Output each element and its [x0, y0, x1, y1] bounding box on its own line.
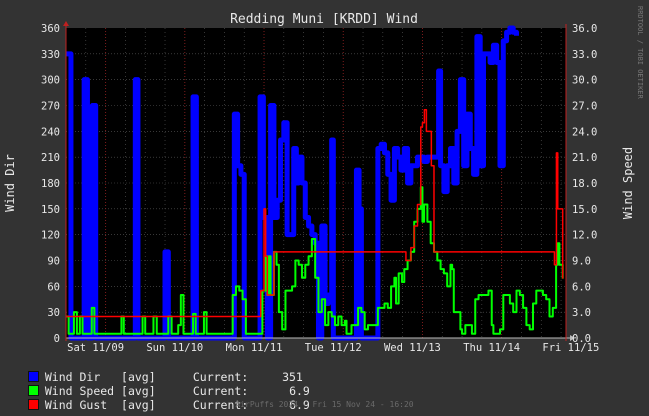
left-axis-label: Wind Dir — [3, 154, 17, 212]
legend-current-label: Current: — [192, 370, 249, 384]
x-tick-label: Sat 11/09 — [67, 342, 124, 354]
right-tick-label: 3.0 — [572, 307, 591, 319]
rrdtool-watermark: RRDTOOL / TOBI OETIKER — [636, 6, 644, 100]
x-tick-label: Sun 11/10 — [146, 342, 203, 354]
series-wind-gust — [66, 109, 564, 318]
left-tick-label: 30 — [47, 307, 60, 319]
left-tick-label: 60 — [47, 281, 60, 293]
axes — [63, 21, 575, 341]
left-tick-label: 270 — [41, 101, 60, 113]
left-tick-label: 150 — [41, 204, 60, 216]
watermark-text: RRDTOOL / TOBI OETIKER — [636, 6, 644, 100]
left-tick-label: 90 — [47, 256, 60, 268]
right-tick-label: 33.0 — [572, 49, 597, 61]
legend-wind-dir: Wind Dir [avg] Current: 351 — [14, 356, 303, 384]
footer-timestamp: AirPuffs 2024 - Fri 15 Nov 24 - 16:20 — [235, 400, 414, 409]
left-tick-label: 0 — [54, 333, 60, 345]
legend-swatch-green — [27, 385, 39, 396]
legend-swatch-blue — [27, 371, 39, 382]
legend-label: Wind Gust [avg] — [44, 398, 156, 412]
series-wind-speed — [66, 186, 564, 335]
y-axis-arrow — [63, 21, 69, 26]
legend-label: Wind Speed [avg] — [44, 384, 156, 398]
x-tick-label: Thu 11/14 — [463, 342, 520, 354]
left-tick-label: 240 — [41, 126, 60, 138]
right-tick-label: 24.0 — [572, 126, 597, 138]
legend-wind-speed: Wind Speed [avg] Current: 6.9 — [14, 370, 310, 398]
left-tick-label: 360 — [41, 23, 60, 35]
right-tick-label: 6.0 — [572, 281, 591, 293]
wind-dir-line — [66, 25, 519, 341]
right-tick-label: 18.0 — [572, 178, 597, 190]
x-axis-arrow — [570, 335, 575, 341]
legend-label: Wind Dir [avg] — [44, 370, 156, 384]
legend-current-value: 351 — [282, 370, 303, 384]
legend-swatch-red — [27, 399, 39, 410]
right-tick-label: 12.0 — [572, 230, 597, 242]
right-tick-label: 0.0 — [572, 333, 591, 345]
x-tick-label: Mon 11/11 — [226, 342, 283, 354]
right-tick-label: 21.0 — [572, 152, 597, 164]
legend-wind-gust: Wind Gust [avg] Current: 6.9 — [14, 384, 310, 412]
right-axis-label: Wind Speed — [621, 147, 635, 219]
tick-labels: 0 0.0 30 3.0 60 6.0 90 9.0 120 12.0 150 15.0 180 18.0… — [41, 23, 599, 354]
legend-current-value: 6.9 — [289, 384, 310, 398]
x-tick-label: Fri 11/15 — [542, 342, 599, 354]
right-tick-label: 9.0 — [572, 256, 591, 268]
left-tick-label: 210 — [41, 152, 60, 164]
series-wind-dir — [66, 25, 519, 341]
right-tick-label: 30.0 — [572, 75, 597, 87]
wind-speed-line — [66, 186, 564, 335]
wind-gust-line — [66, 109, 564, 318]
right-tick-label: 36.0 — [572, 23, 597, 35]
x-tick-label: Tue 11/12 — [305, 342, 362, 354]
legend-current-value: 6.9 — [289, 398, 310, 412]
left-tick-label: 180 — [41, 178, 60, 190]
x-tick-label: Wed 11/13 — [384, 342, 441, 354]
legend-current-label: Current: — [192, 384, 249, 398]
right-tick-label: 15.0 — [572, 204, 597, 216]
left-tick-label: 330 — [41, 49, 60, 61]
legend-current-label: Current: — [192, 398, 249, 412]
right-tick-label: 27.0 — [572, 101, 597, 113]
chart-title: Redding Muni [KRDD] Wind — [230, 12, 418, 27]
left-tick-label: 120 — [41, 230, 60, 242]
left-tick-label: 300 — [41, 75, 60, 87]
